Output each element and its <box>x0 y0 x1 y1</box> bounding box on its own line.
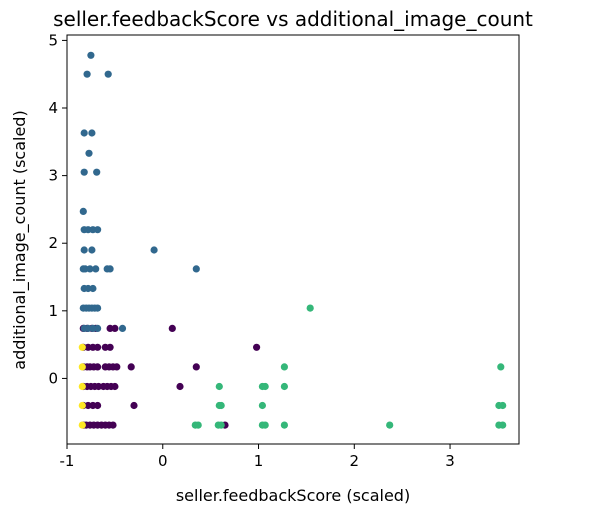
scatter-point <box>127 363 135 371</box>
scatter-point <box>217 421 225 429</box>
scatter-point <box>306 304 314 312</box>
scatter-point <box>78 363 86 371</box>
scatter-point <box>94 304 102 312</box>
y-tick-label: 2 <box>48 234 58 252</box>
scatter-point <box>80 168 88 176</box>
y-axis-label: additional_image_count (scaled) <box>10 110 30 369</box>
scatter-point <box>94 363 102 371</box>
scatter-point <box>176 382 184 391</box>
x-tick-label: 1 <box>254 452 264 470</box>
scatter-point <box>94 226 102 234</box>
scatter-point <box>261 421 269 429</box>
scatter-point <box>168 324 176 332</box>
scatter-point <box>85 149 93 157</box>
scatter-point <box>258 401 266 410</box>
scatter-point <box>93 168 101 176</box>
scatter-point <box>499 421 507 429</box>
x-tick-label: 2 <box>350 452 360 470</box>
plot-area-frame <box>66 34 520 445</box>
scatter-point <box>78 401 86 410</box>
scatter-point <box>113 363 121 371</box>
scatter-point <box>106 265 114 273</box>
ticks-layer: -1 0 1 2 3 0 1 2 3 4 5 <box>48 31 454 470</box>
points-layer <box>78 51 507 429</box>
scatter-point <box>280 382 288 391</box>
scatter-point <box>192 363 200 371</box>
scatter-point <box>78 382 86 391</box>
scatter-point <box>497 363 505 371</box>
scatter-point <box>88 129 96 137</box>
scatter-point <box>280 421 288 429</box>
scatter-point <box>194 421 202 429</box>
y-tick-label: 3 <box>48 167 58 185</box>
scatter-point <box>253 343 261 351</box>
scatter-point <box>79 207 87 215</box>
scatter-point <box>80 129 88 137</box>
scatter-point <box>106 343 114 351</box>
scatter-point <box>78 343 86 351</box>
scatter-point <box>92 265 100 273</box>
scatter-point <box>88 246 96 254</box>
x-tick-label: -1 <box>60 452 75 470</box>
scatter-point <box>78 421 86 429</box>
scatter-point <box>118 324 127 332</box>
scatter-point <box>150 246 158 254</box>
x-tick-label: 3 <box>445 452 455 470</box>
scatter-point <box>94 343 102 351</box>
scatter-point <box>130 401 138 410</box>
scatter-point <box>94 401 102 410</box>
scatter-point <box>217 401 225 410</box>
scatter-point <box>261 382 269 391</box>
scatter-point <box>111 382 119 391</box>
y-tick-label: 0 <box>48 369 58 387</box>
scatter-point <box>94 324 102 332</box>
scatter-point <box>109 421 117 429</box>
scatter-point <box>83 70 91 78</box>
y-tick-label: 1 <box>48 302 58 320</box>
x-axis-label: seller.feedbackScore (scaled) <box>176 486 410 505</box>
scatter-point <box>86 265 94 273</box>
scatter-point <box>499 401 507 410</box>
y-tick-label: 4 <box>48 99 58 117</box>
scatter-point <box>280 363 288 371</box>
scatter-point <box>215 382 223 391</box>
y-tick-label: 5 <box>48 31 58 49</box>
scatter-point <box>111 324 119 332</box>
scatter-point <box>386 421 394 429</box>
scatter-point <box>192 265 200 273</box>
scatter-point <box>80 246 88 254</box>
x-tick-label: 0 <box>158 452 168 470</box>
chart-title: seller.feedbackScore vs additional_image… <box>53 7 533 31</box>
scatter-point <box>87 51 95 59</box>
scatter-point <box>89 284 97 293</box>
scatter-point <box>104 70 112 78</box>
